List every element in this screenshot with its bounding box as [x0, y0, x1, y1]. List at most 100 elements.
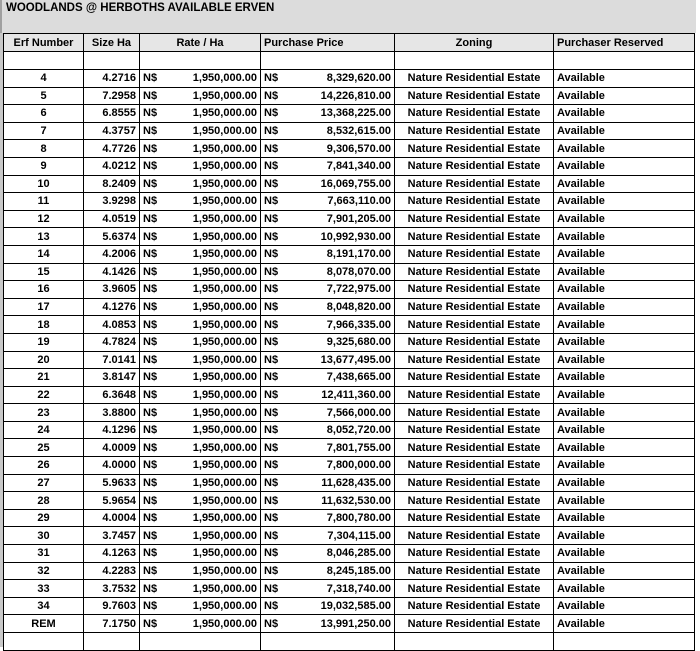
size-ha-cell[interactable]: 7.0141 [83, 350, 140, 370]
purchase-price-cell[interactable]: N$ 7,801,755.00 [260, 438, 395, 458]
rate-per-ha-cell[interactable]: N$ 1,950,000.00 [139, 614, 261, 633]
erf-number-cell[interactable]: 14 [3, 244, 84, 264]
purchaser-reserved-cell[interactable]: Available [553, 420, 695, 440]
zoning-cell[interactable]: Nature Residential Estate [394, 403, 554, 422]
zoning-cell[interactable]: Nature Residential Estate [394, 297, 554, 317]
purchaser-reserved-cell[interactable]: Available [553, 561, 695, 581]
zoning-cell[interactable]: Nature Residential Estate [394, 315, 554, 334]
empty-cell[interactable] [260, 632, 395, 651]
zoning-cell[interactable]: Nature Residential Estate [394, 438, 554, 458]
size-ha-cell[interactable]: 6.8555 [83, 104, 140, 123]
size-ha-cell[interactable]: 8.2409 [83, 174, 140, 194]
rate-per-ha-cell[interactable]: N$ 1,950,000.00 [139, 491, 261, 510]
rate-per-ha-cell[interactable]: N$ 1,950,000.00 [139, 297, 261, 317]
rate-per-ha-cell[interactable]: N$ 1,950,000.00 [139, 332, 261, 352]
rate-per-ha-cell[interactable]: N$ 1,950,000.00 [139, 368, 261, 387]
size-ha-cell[interactable]: 4.2283 [83, 561, 140, 581]
size-ha-cell[interactable]: 7.1750 [83, 614, 140, 633]
empty-cell[interactable] [83, 51, 140, 70]
rate-per-ha-cell[interactable]: N$ 1,950,000.00 [139, 209, 261, 229]
erf-number-cell[interactable]: 12 [3, 209, 84, 229]
purchase-price-cell[interactable]: N$ 8,052,720.00 [260, 420, 395, 440]
rate-per-ha-cell[interactable]: N$ 1,950,000.00 [139, 544, 261, 563]
purchase-price-cell[interactable]: N$ 7,304,115.00 [260, 526, 395, 546]
erf-number-cell[interactable]: 8 [3, 139, 84, 158]
zoning-cell[interactable]: Nature Residential Estate [394, 561, 554, 581]
zoning-cell[interactable]: Nature Residential Estate [394, 456, 554, 475]
purchase-price-cell[interactable]: N$ 7,800,000.00 [260, 456, 395, 475]
purchase-price-cell[interactable]: N$ 13,991,250.00 [260, 614, 395, 633]
empty-cell[interactable] [260, 51, 395, 70]
purchase-price-cell[interactable]: N$ 11,628,435.00 [260, 473, 395, 493]
purchase-price-cell[interactable]: N$ 8,046,285.00 [260, 544, 395, 563]
size-ha-cell[interactable]: 9.7603 [83, 596, 140, 616]
erf-number-cell[interactable]: 20 [3, 350, 84, 370]
rate-per-ha-cell[interactable]: N$ 1,950,000.00 [139, 473, 261, 493]
erf-number-cell[interactable]: 15 [3, 262, 84, 282]
rate-per-ha-cell[interactable]: N$ 1,950,000.00 [139, 508, 261, 528]
erf-number-cell[interactable]: 6 [3, 104, 84, 123]
erf-number-cell[interactable]: 9 [3, 156, 84, 176]
rate-per-ha-cell[interactable]: N$ 1,950,000.00 [139, 280, 261, 299]
rate-per-ha-cell[interactable]: N$ 1,950,000.00 [139, 104, 261, 123]
size-ha-cell[interactable]: 3.9298 [83, 192, 140, 211]
purchaser-reserved-cell[interactable]: Available [553, 385, 695, 405]
erf-number-cell[interactable]: 19 [3, 332, 84, 352]
zoning-cell[interactable]: Nature Residential Estate [394, 174, 554, 194]
header-rate-per-ha[interactable]: Rate / Ha [139, 33, 261, 52]
size-ha-cell[interactable]: 4.0853 [83, 315, 140, 334]
purchase-price-cell[interactable]: N$ 7,318,740.00 [260, 579, 395, 598]
zoning-cell[interactable]: Nature Residential Estate [394, 192, 554, 211]
rate-per-ha-cell[interactable]: N$ 1,950,000.00 [139, 174, 261, 194]
purchaser-reserved-cell[interactable]: Available [553, 438, 695, 458]
erf-number-cell[interactable]: 23 [3, 403, 84, 422]
erf-number-cell[interactable]: 21 [3, 368, 84, 387]
header-zoning[interactable]: Zoning [394, 33, 554, 52]
purchaser-reserved-cell[interactable]: Available [553, 139, 695, 158]
purchase-price-cell[interactable]: N$ 8,048,820.00 [260, 297, 395, 317]
size-ha-cell[interactable]: 4.0000 [83, 456, 140, 475]
size-ha-cell[interactable]: 4.0004 [83, 508, 140, 528]
erf-number-cell[interactable]: 22 [3, 385, 84, 405]
zoning-cell[interactable]: Nature Residential Estate [394, 209, 554, 229]
zoning-cell[interactable]: Nature Residential Estate [394, 350, 554, 370]
zoning-cell[interactable]: Nature Residential Estate [394, 596, 554, 616]
erf-number-cell[interactable]: 30 [3, 526, 84, 546]
purchase-price-cell[interactable]: N$ 16,069,755.00 [260, 174, 395, 194]
purchaser-reserved-cell[interactable]: Available [553, 86, 695, 106]
purchaser-reserved-cell[interactable]: Available [553, 104, 695, 123]
zoning-cell[interactable]: Nature Residential Estate [394, 69, 554, 88]
purchase-price-cell[interactable]: N$ 19,032,585.00 [260, 596, 395, 616]
zoning-cell[interactable]: Nature Residential Estate [394, 227, 554, 246]
purchaser-reserved-cell[interactable]: Available [553, 297, 695, 317]
purchase-price-cell[interactable]: N$ 7,966,335.00 [260, 315, 395, 334]
purchase-price-cell[interactable]: N$ 7,800,780.00 [260, 508, 395, 528]
size-ha-cell[interactable]: 5.6374 [83, 227, 140, 246]
rate-per-ha-cell[interactable]: N$ 1,950,000.00 [139, 526, 261, 546]
erf-number-cell[interactable]: 31 [3, 544, 84, 563]
zoning-cell[interactable]: Nature Residential Estate [394, 473, 554, 493]
purchaser-reserved-cell[interactable]: Available [553, 192, 695, 211]
size-ha-cell[interactable]: 5.9633 [83, 473, 140, 493]
purchaser-reserved-cell[interactable]: Available [553, 315, 695, 334]
purchaser-reserved-cell[interactable]: Available [553, 368, 695, 387]
erf-number-cell[interactable]: 4 [3, 69, 84, 88]
purchase-price-cell[interactable]: N$ 7,901,205.00 [260, 209, 395, 229]
header-erf-number[interactable]: Erf Number [3, 33, 84, 52]
empty-cell[interactable] [394, 51, 554, 70]
rate-per-ha-cell[interactable]: N$ 1,950,000.00 [139, 596, 261, 616]
purchaser-reserved-cell[interactable]: Available [553, 121, 695, 141]
zoning-cell[interactable]: Nature Residential Estate [394, 332, 554, 352]
empty-cell[interactable] [394, 632, 554, 651]
zoning-cell[interactable]: Nature Residential Estate [394, 156, 554, 176]
purchase-price-cell[interactable]: N$ 10,992,930.00 [260, 227, 395, 246]
zoning-cell[interactable]: Nature Residential Estate [394, 420, 554, 440]
size-ha-cell[interactable]: 4.0009 [83, 438, 140, 458]
zoning-cell[interactable]: Nature Residential Estate [394, 86, 554, 106]
erf-number-cell[interactable]: 34 [3, 596, 84, 616]
purchaser-reserved-cell[interactable]: Available [553, 456, 695, 475]
erf-number-cell[interactable]: 11 [3, 192, 84, 211]
zoning-cell[interactable]: Nature Residential Estate [394, 104, 554, 123]
zoning-cell[interactable]: Nature Residential Estate [394, 262, 554, 282]
rate-per-ha-cell[interactable]: N$ 1,950,000.00 [139, 192, 261, 211]
